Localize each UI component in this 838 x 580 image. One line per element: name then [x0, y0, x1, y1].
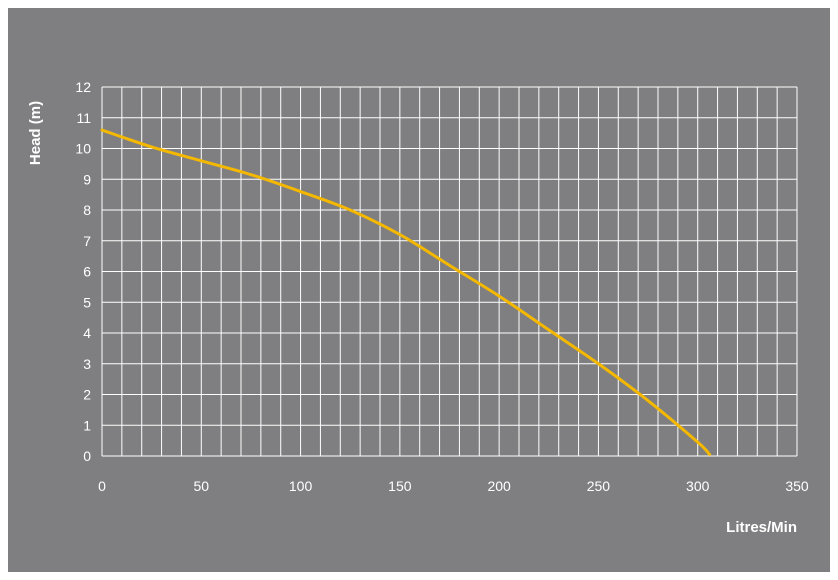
- y-tick-label: 8: [83, 202, 91, 218]
- y-tick-label: 0: [83, 448, 91, 464]
- x-tick-label: 50: [193, 478, 209, 494]
- x-tick-label: 150: [388, 478, 412, 494]
- y-tick-label: 1: [83, 417, 91, 433]
- y-axis-title: Head (m): [27, 101, 44, 165]
- x-tick-label: 0: [98, 478, 106, 494]
- x-tick-label: 200: [487, 478, 511, 494]
- y-tick-label: 11: [76, 110, 91, 126]
- series-layer: [100, 128, 712, 456]
- series-line: [100, 128, 712, 456]
- y-tick-label: 7: [83, 233, 91, 249]
- y-tick-label: 4: [83, 325, 91, 341]
- y-tick-label: 9: [83, 171, 91, 187]
- x-tick-label: 250: [587, 478, 611, 494]
- y-tick-label: 2: [83, 387, 91, 403]
- y-tick-label: 6: [83, 264, 91, 280]
- y-tick-label: 3: [83, 356, 91, 372]
- y-tick-label: 5: [83, 294, 91, 310]
- chart-panel: 0 50 100 150 200 250 300 350 0 1 2 3 4 5 6 7 8 9 10 11 12 H…: [8, 8, 830, 572]
- y-tick-label: 10: [75, 141, 91, 157]
- x-tick-label: 100: [289, 478, 313, 494]
- x-tick-label: 300: [686, 478, 710, 494]
- grid: [101, 86, 798, 457]
- x-axis-title: Litres/Min: [726, 519, 797, 536]
- y-tick-label: 12: [75, 79, 91, 95]
- x-axis-ticks: 0 50 100 150 200 250 300 350: [98, 478, 809, 494]
- x-tick-label: 350: [785, 478, 809, 494]
